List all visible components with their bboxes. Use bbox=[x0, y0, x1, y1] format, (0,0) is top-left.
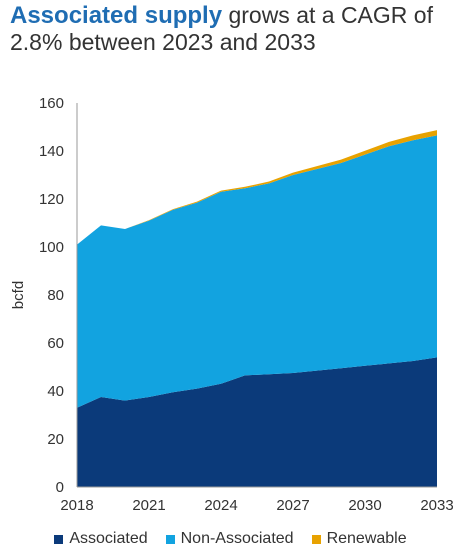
y-tick-label: 100 bbox=[39, 239, 64, 256]
legend-swatch-associated bbox=[54, 534, 64, 544]
legend-item-associated: Associated bbox=[54, 530, 148, 548]
y-tick-label: 40 bbox=[47, 383, 64, 400]
area-renewable bbox=[77, 130, 437, 245]
title-highlight: Associated supply bbox=[10, 2, 223, 29]
area-associated bbox=[77, 357, 437, 487]
x-tick-label: 2021 bbox=[132, 497, 165, 514]
legend-item-non-associated: Non-Associated bbox=[165, 530, 294, 548]
y-tick-label: 140 bbox=[39, 143, 64, 160]
area-non-associated bbox=[77, 135, 437, 408]
x-tick-label: 2024 bbox=[204, 497, 237, 514]
legend-label-non-associated: Non-Associated bbox=[180, 530, 294, 547]
x-tick-label: 2033 bbox=[420, 497, 453, 514]
y-tick-label: 0 bbox=[56, 479, 64, 496]
legend-swatch-non-associated bbox=[165, 534, 175, 544]
y-tick-label: 60 bbox=[47, 335, 64, 352]
y-tick-label: 160 bbox=[39, 95, 64, 112]
y-tick-label: 120 bbox=[39, 191, 64, 208]
y-axis-label: bcfd bbox=[10, 281, 27, 309]
x-tick-label: 2030 bbox=[348, 497, 381, 514]
x-tick-label: 2027 bbox=[276, 497, 309, 514]
x-tick-labels: 2018 2021 2024 2027 2030 2033 bbox=[60, 497, 453, 514]
legend-label-associated: Associated bbox=[69, 530, 148, 547]
plot-areas bbox=[77, 130, 437, 487]
chart-title: Associated supply grows at a CAGR of 2.8… bbox=[10, 2, 450, 56]
legend-item-renewable: Renewable bbox=[311, 530, 407, 548]
legend-swatch-renewable bbox=[311, 534, 321, 544]
legend-label-renewable: Renewable bbox=[326, 530, 407, 547]
legend: Associated Non-Associated Renewable bbox=[0, 530, 461, 548]
x-tick-label: 2018 bbox=[60, 497, 93, 514]
title-rest: grows at a CAGR of 2.8% between 2023 and… bbox=[10, 2, 433, 55]
y-tick-label: 20 bbox=[47, 431, 64, 448]
y-tick-label: 80 bbox=[47, 287, 64, 304]
y-tick-labels: 0 20 40 60 80 100 120 140 160 bbox=[39, 95, 64, 496]
